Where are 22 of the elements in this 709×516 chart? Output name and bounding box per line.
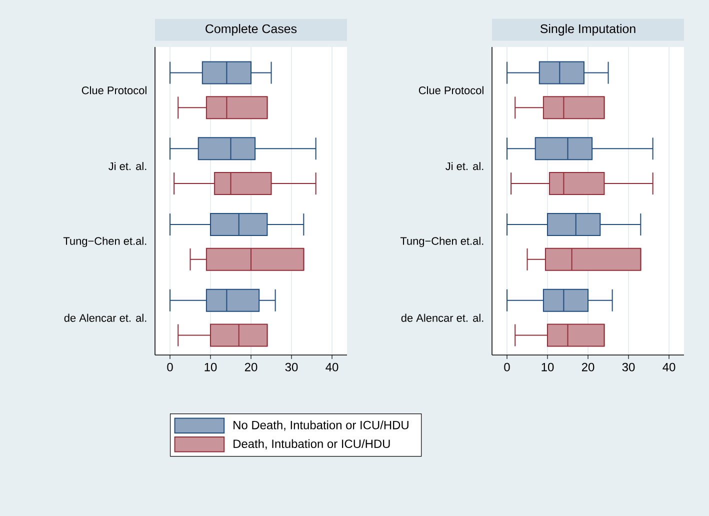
x-tick-label: 10 [204, 362, 217, 372]
x-tick-label: 30 [285, 362, 298, 372]
y-tick-label: Clue Protocol [418, 86, 484, 94]
x-tick-label: 10 [542, 362, 554, 372]
y-tick-label: Tung−Chen et.al. [63, 236, 146, 248]
legend-label: No Death, Intubation or ICU/HDU [234, 420, 408, 431]
y-tick-label: de Alencar et. al. [64, 314, 146, 322]
y-tick-label: Ji et. al. [108, 162, 146, 170]
x-tick-label: 40 [662, 362, 676, 372]
x-tick-label: 0 [504, 362, 510, 372]
chart-title: Single Imputation [540, 24, 636, 36]
x-tick-label: 0 [167, 362, 173, 372]
chart-title: Complete Cases [206, 24, 297, 36]
y-tick-label: Tung−Chen et.al. [400, 236, 484, 248]
legend-label: Death, Intubation or ICU/HDU [234, 439, 390, 450]
y-tick-label: de Alencar et. al. [401, 314, 484, 322]
y-tick-label: Ji et. al. [446, 162, 484, 170]
x-tick-label: 20 [582, 362, 594, 372]
x-tick-label: 40 [326, 362, 338, 372]
x-tick-label: 30 [622, 362, 635, 372]
y-tick-label: Clue Protocol [82, 86, 146, 94]
x-tick-label: 20 [244, 362, 258, 372]
